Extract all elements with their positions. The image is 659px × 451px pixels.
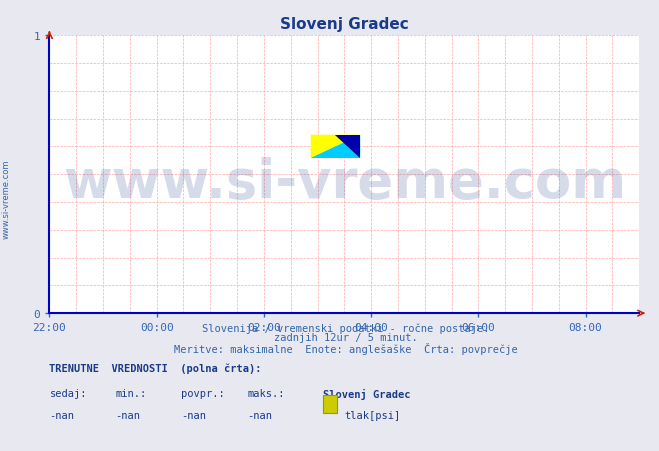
Text: min.:: min.: — [115, 388, 146, 398]
Text: -nan: -nan — [247, 410, 272, 420]
Text: Slovenija / vremenski podatki - ročne postaje.: Slovenija / vremenski podatki - ročne po… — [202, 322, 490, 333]
Text: -nan: -nan — [49, 410, 74, 420]
Text: maks.:: maks.: — [247, 388, 285, 398]
Text: sedaj:: sedaj: — [49, 388, 87, 398]
Text: povpr.:: povpr.: — [181, 388, 225, 398]
Text: Slovenj Gradec: Slovenj Gradec — [323, 388, 411, 399]
Text: -nan: -nan — [115, 410, 140, 420]
Polygon shape — [310, 135, 360, 159]
Text: TRENUTNE  VREDNOSTI  (polna črta):: TRENUTNE VREDNOSTI (polna črta): — [49, 363, 262, 373]
Text: www.si-vreme.com: www.si-vreme.com — [2, 159, 11, 238]
Text: tlak[psi]: tlak[psi] — [345, 410, 401, 420]
Text: www.si-vreme.com: www.si-vreme.com — [63, 157, 626, 209]
Polygon shape — [335, 135, 360, 159]
Text: -nan: -nan — [181, 410, 206, 420]
Text: Meritve: maksimalne  Enote: anglešaške  Črta: povprečje: Meritve: maksimalne Enote: anglešaške Čr… — [174, 342, 518, 354]
Title: Slovenj Gradec: Slovenj Gradec — [280, 17, 409, 32]
Polygon shape — [310, 135, 360, 159]
Text: zadnjih 12ur / 5 minut.: zadnjih 12ur / 5 minut. — [274, 332, 418, 342]
